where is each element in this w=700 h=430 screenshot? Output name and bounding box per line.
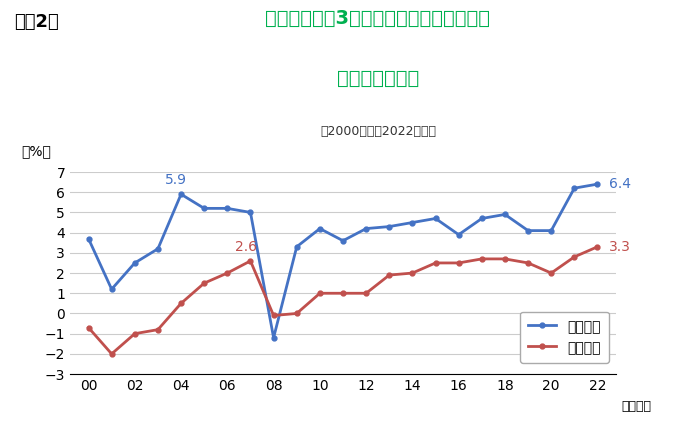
雇用者数 [594,244,602,249]
雇用者数 [154,327,162,332]
Text: （2000年度～2022年度）: （2000年度～2022年度） [320,125,436,138]
Text: の増減率見通し: の増減率見通し [337,69,419,88]
設備投資 [594,181,602,187]
雇用者数 [454,260,463,265]
設備投資 [524,228,532,233]
雇用者数 [316,291,324,296]
Text: （%）: （%） [21,144,50,158]
設備投資 [431,216,440,221]
設備投資 [107,287,116,292]
設備投資 [270,335,278,340]
設備投資 [154,246,162,252]
雇用者数 [547,270,555,276]
設備投資 [339,238,347,243]
雇用者数 [177,301,186,306]
雇用者数 [200,281,209,286]
設備投資 [316,226,324,231]
雇用者数 [408,270,416,276]
雇用者数 [339,291,347,296]
雇用者数 [107,351,116,356]
雇用者数 [524,260,532,265]
設備投資 [223,206,232,211]
雇用者数 [270,313,278,318]
設備投資 [385,224,393,229]
Text: 6.4: 6.4 [609,177,631,191]
Text: （年度）: （年度） [622,400,652,413]
設備投資 [454,232,463,237]
Text: 全産業：今後3年間の設備投資・雇用者数: 全産業：今後3年間の設備投資・雇用者数 [265,9,491,28]
設備投資 [177,192,186,197]
雇用者数 [385,273,393,278]
Line: 設備投資: 設備投資 [86,182,600,340]
雇用者数 [570,254,579,259]
設備投資 [362,226,370,231]
設備投資 [246,210,255,215]
設備投資 [477,216,486,221]
設備投資 [84,236,92,241]
雇用者数 [431,260,440,265]
設備投資 [200,206,209,211]
設備投資 [500,212,509,217]
雇用者数 [500,256,509,261]
設備投資 [570,186,579,191]
Text: 5.9: 5.9 [165,173,188,187]
雇用者数 [84,325,92,330]
Text: 2.6: 2.6 [234,240,257,254]
Line: 雇用者数: 雇用者数 [86,244,600,356]
雇用者数 [293,311,301,316]
Text: （図2）: （図2） [14,13,59,31]
雇用者数 [362,291,370,296]
設備投資 [408,220,416,225]
Legend: 設備投資, 雇用者数: 設備投資, 雇用者数 [520,311,609,363]
設備投資 [293,244,301,249]
雇用者数 [223,270,232,276]
Text: 3.3: 3.3 [609,240,631,254]
雇用者数 [477,256,486,261]
設備投資 [547,228,555,233]
雇用者数 [131,331,139,336]
雇用者数 [246,258,255,264]
設備投資 [131,260,139,265]
